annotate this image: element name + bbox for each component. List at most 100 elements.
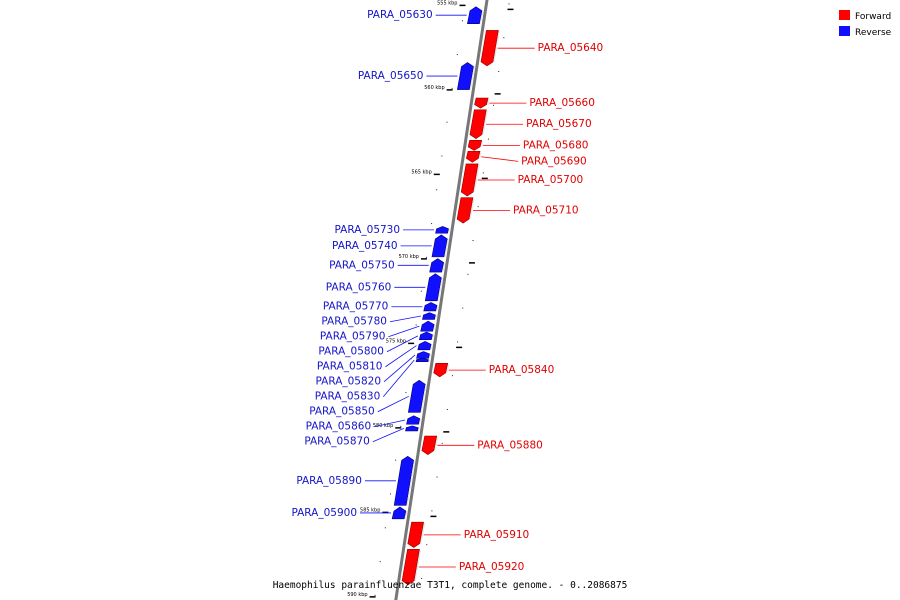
gene-arrow: [474, 97, 489, 109]
genome-backbone: [394, 0, 489, 600]
gene-leader: [386, 335, 419, 353]
gene-shade: [486, 98, 490, 105]
gene-label: PARA_05650: [358, 70, 424, 82]
gene-arrow: [424, 273, 442, 302]
gene-shade: [480, 141, 484, 148]
legend-label-reverse: Reverse: [855, 28, 892, 38]
gene-label: PARA_05840: [489, 364, 555, 376]
minor-tick: [461, 20, 463, 22]
gene-label: PARA_05740: [332, 240, 398, 252]
legend-label-forward: Forward: [855, 12, 891, 22]
minor-tick: [436, 189, 438, 191]
gene-leader: [383, 354, 416, 383]
gene-label: PARA_05900: [291, 507, 357, 519]
gene-arrow: [418, 331, 433, 340]
scale-label: 585 kbp: [360, 507, 380, 513]
gene-leader: [377, 395, 409, 413]
minor-tick: [472, 239, 474, 241]
gene-shade: [482, 110, 488, 135]
gene-arrow: [401, 548, 420, 586]
gene-shade: [414, 550, 422, 581]
gene-label: PARA_05790: [320, 331, 386, 343]
gene-arrow: [391, 506, 407, 520]
gene-label: PARA_05780: [321, 316, 387, 328]
scale-label: 560 kbp: [424, 85, 444, 91]
minor-tick: [389, 493, 391, 495]
gene-arrow: [405, 425, 419, 432]
minor-tick: [503, 37, 505, 39]
gene-arrow: [429, 258, 445, 273]
gene-leader: [481, 156, 519, 162]
gene-label: PARA_05630: [367, 9, 433, 21]
gene-label: PARA_05750: [329, 259, 395, 271]
gene-arrow: [469, 109, 487, 139]
gene-leader: [388, 325, 420, 338]
scale-label: 590 kbp: [347, 592, 367, 598]
gene-shade: [478, 152, 482, 159]
gene-shade: [479, 10, 484, 24]
gene-arrow: [422, 312, 436, 320]
minor-tick: [426, 544, 428, 546]
scale-label: 570 kbp: [399, 254, 419, 260]
gene-arrow: [456, 197, 474, 224]
gene-leader: [374, 419, 406, 428]
legend-swatch-reverse: [839, 26, 850, 36]
gene-leader: [385, 345, 417, 368]
gene-label: PARA_05870: [304, 436, 370, 448]
gene-arrow: [480, 30, 499, 67]
gene-arrow: [423, 302, 438, 312]
minor-tick: [405, 392, 407, 394]
scale-label: 580 kbp: [373, 423, 393, 429]
gene-shade: [446, 364, 450, 374]
gene-shade: [430, 344, 433, 350]
scale-label: 565 kbp: [411, 169, 431, 175]
gene-shade: [469, 66, 476, 90]
gene-labels: PARA_05630 PARA_05640 PARA_05650 PARA_05660…: [291, 9, 603, 573]
gene-label: PARA_05680: [523, 139, 589, 151]
gene-shade: [428, 359, 431, 362]
minor-tick: [482, 172, 484, 174]
gene-label: PARA_05910: [464, 529, 530, 541]
gene-shade: [493, 31, 500, 63]
gene-label: PARA_05800: [318, 346, 384, 358]
gene-leader: [372, 428, 405, 443]
gene-label: PARA_05710: [513, 204, 579, 216]
minor-tick: [395, 459, 397, 461]
gene-shade: [433, 324, 436, 332]
gene-arrow: [465, 150, 481, 163]
minor-tick: [421, 577, 423, 579]
gene-shade: [442, 262, 446, 273]
gene-arrow: [435, 226, 449, 234]
gene-label: PARA_05820: [315, 376, 381, 388]
gene-features: [391, 6, 500, 586]
gene-label: PARA_05690: [521, 155, 587, 167]
minor-tick: [441, 442, 443, 444]
gene-label: PARA_05640: [538, 42, 604, 54]
minor-tick: [436, 476, 438, 478]
minor-tick: [477, 206, 479, 208]
minor-tick: [498, 70, 500, 72]
minor-tick: [441, 155, 443, 157]
gene-arrow: [415, 357, 429, 362]
gene-label: PARA_05830: [315, 391, 381, 403]
gene-arrow: [460, 163, 479, 197]
gene-label: PARA_05860: [306, 421, 372, 433]
map-caption: Haemophilus parainfluenzae T3T1, complet…: [273, 580, 628, 591]
gene-arrow: [406, 415, 421, 425]
minor-tick: [384, 527, 386, 529]
gene-label: PARA_05760: [326, 281, 392, 293]
minor-tick: [493, 104, 495, 106]
gene-shade: [428, 353, 432, 359]
minor-tick: [487, 138, 489, 140]
gene-arrow: [407, 521, 424, 548]
gene-arrow: [457, 62, 474, 90]
gene-shade: [420, 384, 427, 413]
gene-label: PARA_05660: [529, 97, 595, 109]
gene-label: PARA_05810: [317, 361, 383, 373]
minor-tick: [457, 341, 459, 343]
minor-ticks: [374, 3, 510, 596]
gene-arrow: [431, 234, 448, 258]
minor-tick: [425, 256, 427, 258]
gene-arrow: [407, 379, 426, 413]
legend-swatch-forward: [839, 10, 850, 20]
